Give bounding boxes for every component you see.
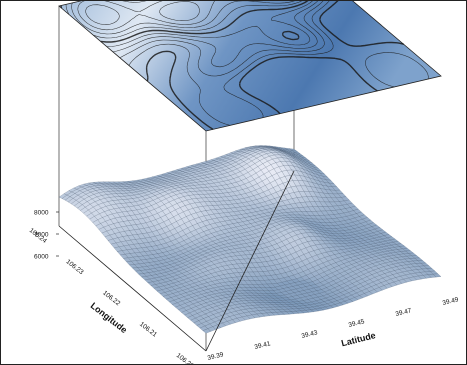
contour-line-6900 [60,1,309,43]
contour-line-7300 [85,1,200,25]
contour-line-7200 [77,1,216,31]
surface-mesh [58,145,442,334]
longitude-tick-label: 106.20 [175,352,195,364]
latitude-tick-label: 39.49 [442,296,460,307]
longitude-axis-title: Longitude [89,300,129,335]
latitude-tick-label: 39.39 [207,351,225,362]
contour-plane [58,1,442,132]
contour-line-7100 [71,1,295,35]
latitude-tick-label: 39.43 [301,329,319,340]
surface-cell [202,328,212,334]
latitude-tick-label: 39.41 [254,340,272,351]
contour-plane-fill [58,1,442,132]
latitude-tick-label: 39.47 [395,307,413,318]
longitude-tick-label: 106.21 [138,321,158,339]
longitude-tick-label: 106.23 [65,258,85,276]
z-tick-label: 7000 [34,232,49,239]
latitude-axis-line [205,170,295,352]
contour-line-6600 [119,1,325,77]
z-tick-label: 8000 [34,210,49,217]
latitude-axis-title: Latitude [340,330,376,348]
longitude-axis-line [58,225,207,352]
contour-line-6400 [145,1,404,130]
z-tick-label: 6000 [34,254,49,261]
contour-line-6500 [128,1,429,126]
longitude-tick-label: 106.22 [101,290,121,308]
contour-line-6700 [112,1,318,68]
latitude-tick-label: 39.45 [348,318,366,329]
contour-line-6800 [106,1,313,47]
contour-line-7000 [65,1,303,39]
